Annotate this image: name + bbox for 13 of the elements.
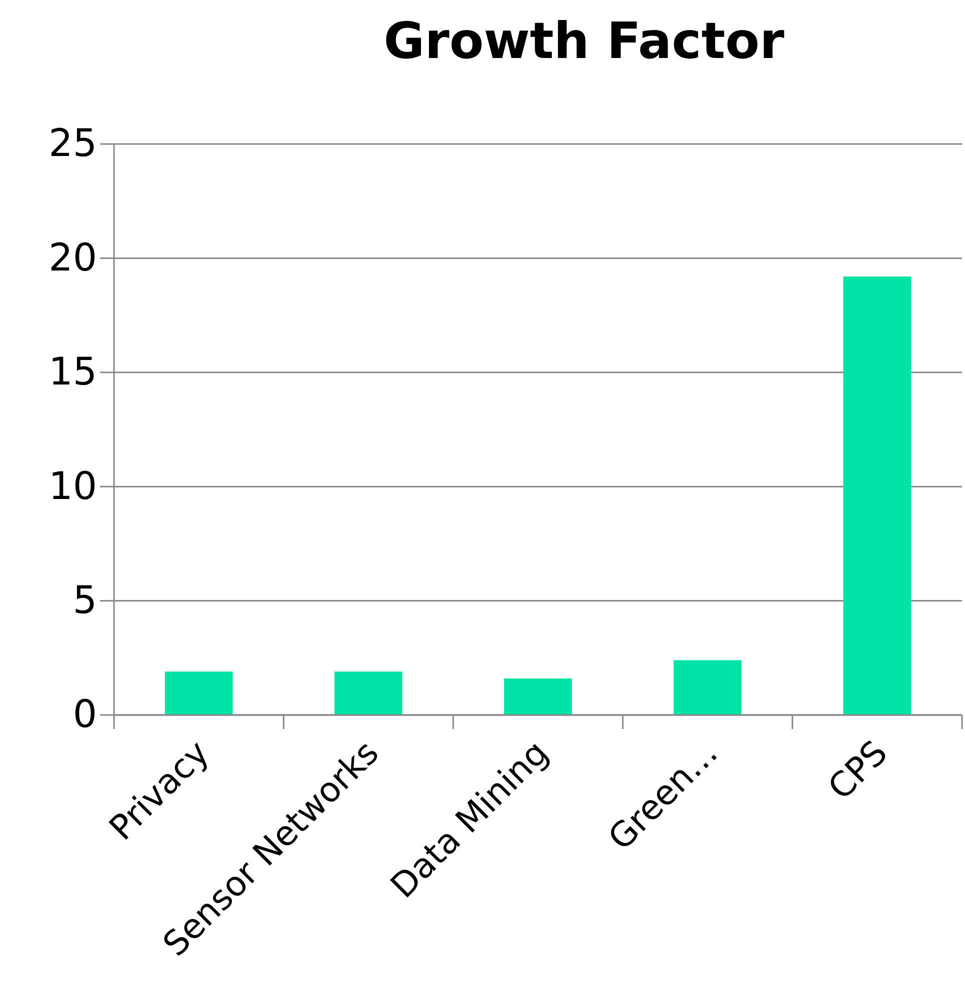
y-tick-label: 15	[48, 350, 97, 394]
bar	[674, 660, 742, 715]
y-tick-label: 20	[48, 235, 97, 280]
bar	[164, 672, 233, 715]
bar	[843, 276, 912, 715]
y-tick-label: 0	[72, 692, 97, 736]
y-tick-label: 10	[48, 464, 97, 508]
bar	[334, 672, 402, 715]
y-tick-label: 5	[72, 578, 97, 622]
bar	[504, 678, 572, 715]
chart-title: Growth Factor	[384, 12, 785, 70]
x-tick-label: CPS	[820, 733, 896, 808]
y-tick-label: 25	[48, 121, 97, 166]
